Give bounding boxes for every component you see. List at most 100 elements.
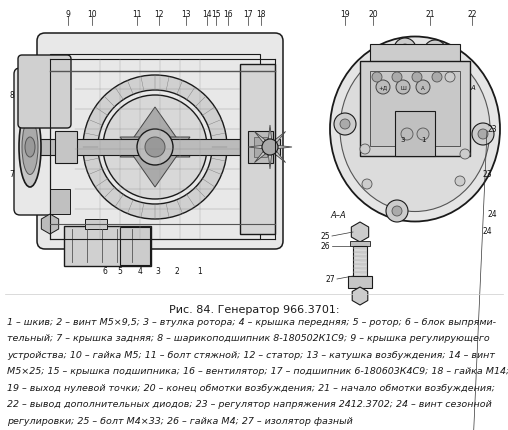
- Circle shape: [460, 150, 470, 160]
- Circle shape: [394, 39, 416, 61]
- Text: 10: 10: [87, 10, 97, 19]
- Bar: [360, 62, 470, 157]
- Polygon shape: [274, 132, 285, 143]
- Circle shape: [424, 41, 446, 63]
- FancyBboxPatch shape: [64, 227, 151, 266]
- Bar: [370, 45, 460, 70]
- Text: 21: 21: [425, 10, 435, 19]
- Text: 19 – выход нулевой точки; 20 – конец обмотки возбуждения; 21 – начало обмотки во: 19 – выход нулевой точки; 20 – конец обм…: [7, 383, 495, 392]
- Bar: [248, 132, 273, 164]
- Circle shape: [430, 47, 440, 57]
- Circle shape: [396, 81, 410, 95]
- Text: 9: 9: [66, 10, 71, 19]
- Text: 19: 19: [340, 10, 350, 19]
- Text: А: А: [421, 85, 425, 90]
- Text: 24: 24: [482, 227, 492, 236]
- Circle shape: [98, 91, 212, 205]
- Bar: [348, 276, 372, 289]
- FancyBboxPatch shape: [37, 34, 283, 249]
- Text: 11: 11: [132, 10, 142, 19]
- Circle shape: [145, 138, 165, 158]
- Circle shape: [372, 73, 382, 83]
- Text: 17: 17: [243, 10, 253, 19]
- Polygon shape: [278, 146, 292, 149]
- Bar: [50, 55, 260, 240]
- Text: 1 – шкив; 2 – винт М5×9,5; 3 – втулка ротора; 4 – крышка передняя; 5 – ротор; 6 : 1 – шкив; 2 – винт М5×9,5; 3 – втулка ро…: [7, 317, 496, 326]
- Text: 8: 8: [10, 90, 14, 99]
- Ellipse shape: [330, 37, 500, 222]
- Text: А: А: [470, 85, 475, 91]
- Text: 22: 22: [467, 10, 477, 19]
- Text: 15: 15: [211, 10, 221, 19]
- Bar: [370, 72, 460, 147]
- Text: 3: 3: [155, 267, 161, 276]
- Text: 23: 23: [482, 170, 492, 179]
- Circle shape: [455, 177, 465, 187]
- Circle shape: [392, 73, 402, 83]
- Circle shape: [103, 96, 207, 200]
- Text: 18: 18: [256, 10, 266, 19]
- Text: 16: 16: [223, 10, 233, 19]
- Text: 13: 13: [181, 10, 191, 19]
- Text: регулировки; 25 – болт М4×33; 26 – гайка М4; 27 – изолятор фазный: регулировки; 25 – болт М4×33; 26 – гайка…: [7, 416, 353, 425]
- Bar: [350, 241, 370, 246]
- Text: 1: 1: [421, 137, 425, 143]
- Text: 26: 26: [321, 242, 330, 251]
- Circle shape: [137, 130, 173, 166]
- Bar: [120, 227, 150, 265]
- Circle shape: [400, 45, 410, 55]
- Text: 23: 23: [487, 125, 497, 134]
- Text: 6: 6: [103, 267, 107, 276]
- Text: 25: 25: [321, 232, 330, 241]
- FancyBboxPatch shape: [14, 69, 76, 215]
- Text: 22 – вывод дополнительных диодов; 23 – регулятор напряжения 2412.3702; 24 – винт: 22 – вывод дополнительных диодов; 23 – р…: [7, 399, 492, 408]
- Text: Рис. 84. Генератор 966.3701:: Рис. 84. Генератор 966.3701:: [169, 304, 339, 314]
- Text: 3: 3: [401, 137, 405, 143]
- Polygon shape: [255, 152, 266, 163]
- Bar: [55, 132, 77, 164]
- Circle shape: [360, 144, 370, 155]
- Circle shape: [340, 120, 350, 130]
- Text: 20: 20: [368, 10, 378, 19]
- Polygon shape: [268, 126, 272, 140]
- Bar: [353, 246, 367, 276]
- Circle shape: [401, 129, 413, 141]
- Polygon shape: [248, 146, 262, 149]
- Text: Ш: Ш: [400, 85, 406, 90]
- Polygon shape: [274, 152, 285, 163]
- Ellipse shape: [340, 47, 490, 212]
- Bar: [50, 190, 70, 215]
- Circle shape: [445, 73, 455, 83]
- Polygon shape: [268, 156, 272, 169]
- Text: тельный; 7 – крышка задняя; 8 – шарикоподшипник 8-180502К1С9; 9 – крышка регулир: тельный; 7 – крышка задняя; 8 – шарикопо…: [7, 334, 490, 343]
- Text: устройства; 10 – гайка М5; 11 – болт стяжной; 12 – статор; 13 – катушка возбужде: устройства; 10 – гайка М5; 11 – болт стя…: [7, 350, 495, 359]
- Text: 4: 4: [138, 267, 142, 276]
- Polygon shape: [120, 138, 190, 187]
- Circle shape: [432, 73, 442, 83]
- Circle shape: [386, 200, 408, 222]
- Circle shape: [83, 76, 227, 219]
- Ellipse shape: [22, 120, 38, 175]
- Circle shape: [472, 124, 494, 146]
- Text: 7: 7: [10, 170, 14, 179]
- Text: 2: 2: [175, 267, 179, 276]
- Polygon shape: [120, 108, 190, 158]
- Circle shape: [262, 140, 278, 156]
- Text: 27: 27: [326, 275, 335, 284]
- Polygon shape: [255, 132, 266, 143]
- Bar: [20, 140, 280, 156]
- Circle shape: [334, 114, 356, 136]
- Circle shape: [376, 81, 390, 95]
- Circle shape: [412, 73, 422, 83]
- Text: 5: 5: [117, 267, 122, 276]
- Circle shape: [478, 130, 488, 140]
- Ellipse shape: [25, 138, 35, 158]
- FancyBboxPatch shape: [18, 56, 71, 129]
- Text: 1: 1: [198, 267, 202, 276]
- Text: М5×25; 15 – крышка подшипника; 16 – вентилятор; 17 – подшипник 6-180603К4С9; 18 : М5×25; 15 – крышка подшипника; 16 – вент…: [7, 367, 508, 376]
- Text: 12: 12: [154, 10, 164, 19]
- Circle shape: [417, 129, 429, 141]
- Ellipse shape: [19, 108, 41, 187]
- Bar: [85, 219, 107, 230]
- Bar: [254, 138, 267, 158]
